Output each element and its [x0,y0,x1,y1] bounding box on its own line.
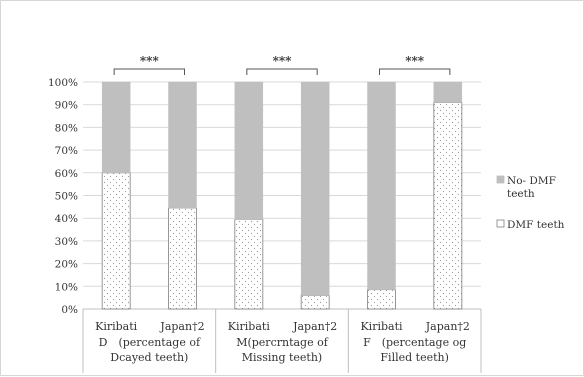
y-tick-label: 100% [48,77,78,89]
bar-segment-dmf-teeth [168,207,197,310]
bar-segment-no-dmf-teeth [168,81,197,209]
y-tick-label: 40% [55,213,78,225]
y-tick-label: 10% [55,281,78,293]
group-label: Missing teeth) [242,351,322,364]
x-category-label: Japan†2 [159,320,204,333]
x-category-label: Japan†2 [425,320,470,333]
y-tick-label: 60% [55,168,78,180]
significance-label: *** [140,54,160,68]
bar-segment-dmf-teeth [101,172,131,310]
group-label: Dcayed teeth) [110,351,188,364]
group-label: M(percrntage of [236,336,329,349]
bar-segment-no-dmf-teeth [433,81,463,103]
bar-segment-dmf-teeth [367,289,396,310]
group-label: Filled teeth) [380,351,448,364]
bar-segment-dmf-teeth [234,218,264,310]
legend-swatch [496,175,505,184]
y-tick-label: 70% [55,145,78,157]
group-label: D (percentage of [99,336,201,349]
significance-label: *** [405,54,425,68]
bar-segment-no-dmf-teeth [234,81,264,220]
group-label: F (percentage og [363,336,466,349]
significance-bracket [379,68,451,75]
significance-bracket [113,68,185,75]
y-tick-label: 50% [55,191,78,203]
significance-label: *** [273,54,293,68]
y-tick-label: 0% [61,304,78,316]
y-tick-label: 20% [55,259,78,271]
bar-segment-no-dmf-teeth [101,81,131,174]
legend-swatch [496,219,505,228]
y-tick-label: 80% [55,122,78,134]
y-tick-label: 30% [55,236,78,248]
x-category-label: Japan†2 [292,320,337,333]
bar-segment-dmf-teeth [433,102,463,310]
x-category-label: Kiribati [95,320,138,333]
bar-segment-no-dmf-teeth [367,81,396,290]
bar-segment-dmf-teeth [300,294,330,310]
legend-label: DMF teeth [507,219,565,231]
y-tick-label: 90% [55,100,78,112]
legend-label: No- DMF [507,175,556,187]
significance-bracket [246,68,318,75]
x-category-label: Kiribati [228,320,271,333]
x-category-label: Kiribati [360,320,403,333]
bar-segment-no-dmf-teeth [300,81,330,296]
legend-label: teeth [507,188,535,200]
